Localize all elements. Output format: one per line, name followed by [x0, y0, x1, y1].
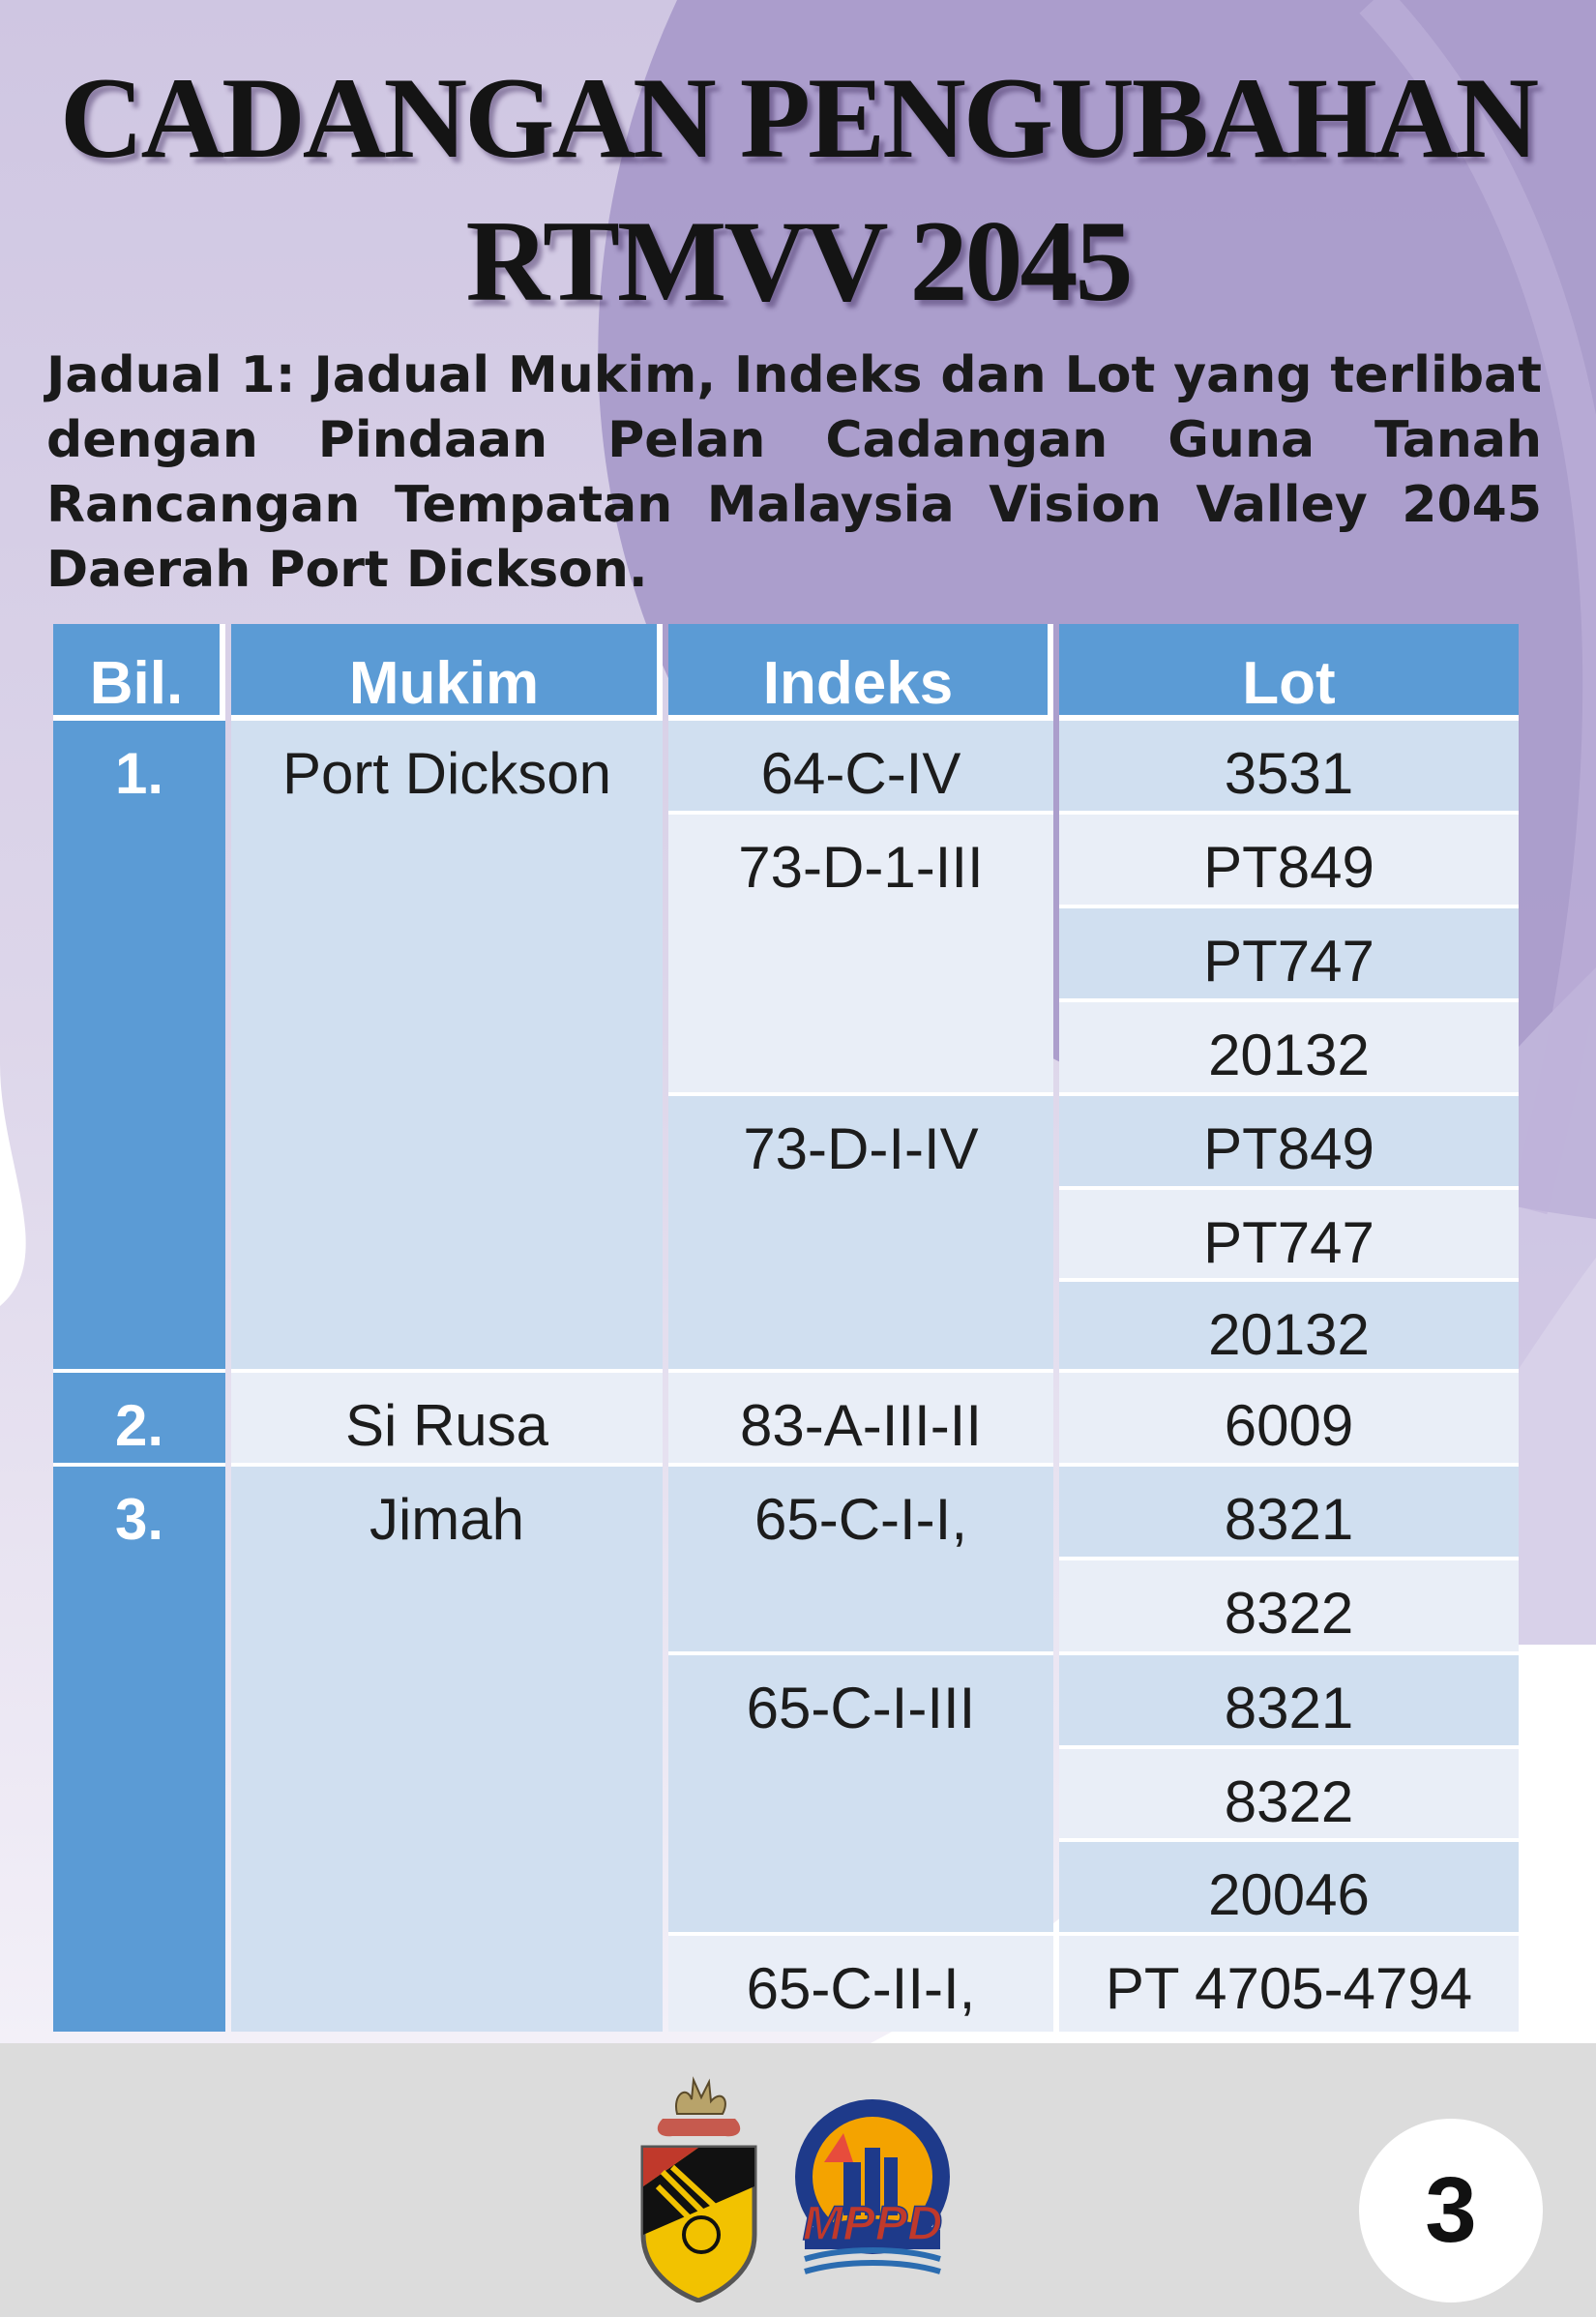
indeks-cell: 65-C-I-I,	[668, 1467, 1053, 1655]
page-title-line2: RTMVV 2045	[465, 196, 1134, 325]
lot-cell: 8321	[1059, 1655, 1519, 1749]
row3-mukim: Jimah	[231, 1467, 663, 2032]
row2-mukim: Si Rusa	[231, 1373, 663, 1467]
lot-cell: 20132	[1059, 1282, 1519, 1373]
lot-cell: 8321	[1059, 1467, 1519, 1560]
negeri-sembilan-crest-icon	[640, 2076, 757, 2302]
lot-cell: 3531	[1059, 721, 1519, 815]
lot-cell: PT849	[1059, 815, 1519, 908]
indeks-cell: 65-C-I-III	[668, 1655, 1053, 1936]
indeks-cell: 73-D-1-III	[668, 815, 1053, 1096]
lot-cell: PT747	[1059, 1190, 1519, 1282]
row2-bil: 2.	[53, 1373, 225, 1467]
lot-cell: 6009	[1059, 1373, 1519, 1467]
indeks-cell: 65-C-II-I,	[668, 1936, 1053, 2032]
indeks-cell: 64-C-IV	[668, 721, 1053, 815]
header-mukim: Mukim	[231, 624, 663, 721]
lot-cell: 20132	[1059, 1002, 1519, 1096]
header-indeks: Indeks	[668, 624, 1053, 721]
header-lot: Lot	[1059, 624, 1519, 721]
row1-bil: 1.	[53, 721, 225, 1373]
lot-cell: PT849	[1059, 1096, 1519, 1190]
lot-cell: PT 4705-4794	[1059, 1936, 1519, 2032]
page-number: 3	[1359, 2119, 1543, 2302]
table-caption: Jadual 1: Jadual Mukim, Indeks dan Lot y…	[46, 346, 1542, 599]
lot-cell: 8322	[1059, 1560, 1519, 1655]
lot-cell: 20046	[1059, 1842, 1519, 1936]
header-bil: Bil.	[53, 624, 225, 721]
lot-cell: PT747	[1059, 908, 1519, 1002]
mukim-lot-table: Bil. Mukim Indeks Lot 1. 2. 3. Port Dick…	[53, 624, 1519, 2032]
row3-bil: 3.	[53, 1467, 225, 2032]
mppd-logo-icon: MPPD	[795, 2099, 950, 2274]
mppd-logo-text: MPPD	[803, 2196, 942, 2250]
indeks-cell: 73-D-I-IV	[668, 1096, 1053, 1373]
page-title-line1: CADANGAN PENGUBAHAN	[59, 53, 1539, 182]
lot-cell: 8322	[1059, 1749, 1519, 1842]
indeks-cell: 83-A-III-II	[668, 1373, 1053, 1467]
row1-mukim: Port Dickson	[231, 721, 663, 1373]
